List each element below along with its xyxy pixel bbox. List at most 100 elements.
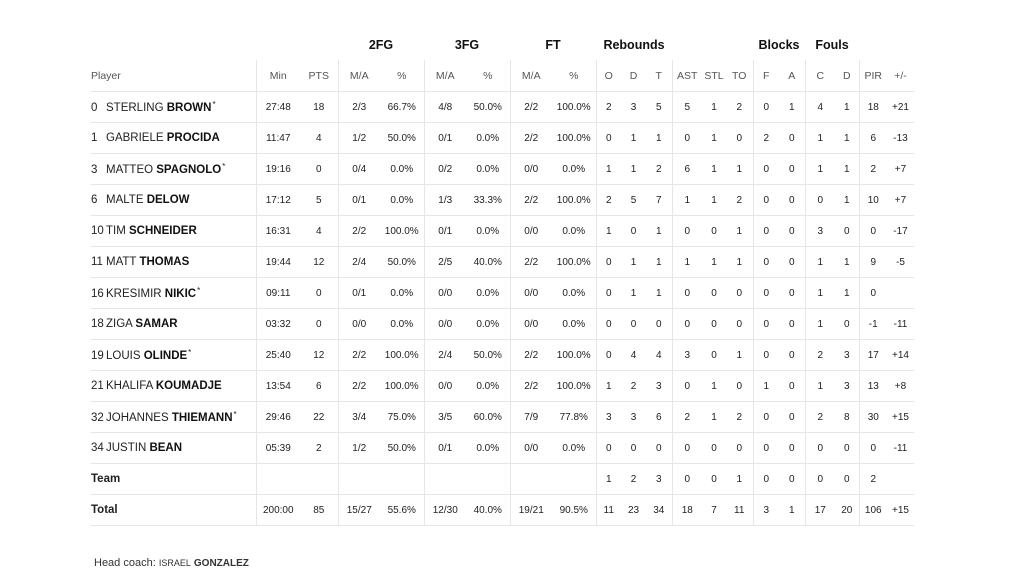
stat-reb-d: 3 — [621, 401, 646, 433]
stat-3fg-ma: 0/1 — [423, 432, 466, 464]
player-row[interactable]: 1 GABRIELE PROCIDA 11:47 4 1/2 50.0% 0/1 0.0% 2/… — [91, 122, 914, 154]
stat-reb-d: 1 — [621, 246, 646, 278]
stat-blk-f: 0 — [752, 215, 779, 247]
stat-reb-d: 0 — [621, 308, 646, 340]
stat-foul-d: 1 — [835, 122, 859, 154]
stat-pir: 9 — [858, 246, 887, 278]
stat-ft-pct: 100.0% — [552, 246, 596, 278]
stat-min: 27:48 — [255, 91, 300, 123]
stat-2fg-ma: 15/27 — [337, 494, 380, 526]
stat-ft-ma: 19/21 — [509, 494, 552, 526]
stat-blk-a: 0 — [779, 432, 805, 464]
stat-to: 0 — [726, 432, 753, 464]
column-header-row: Player Min PTS M/A% M/A% M/A% O D T AST STL TO F A C D P… — [91, 60, 914, 92]
stat-foul-d: 0 — [835, 308, 859, 340]
stat-reb-t: 0 — [646, 432, 672, 464]
stat-2fg-pct: 100.0% — [380, 215, 424, 247]
player-name[interactable]: 6 MALTE DELOW — [91, 184, 256, 216]
column-header-2fg-pct: % — [380, 60, 424, 92]
stat-reb-d: 4 — [621, 339, 646, 371]
stat-blk-a: 0 — [779, 339, 805, 371]
stat-ft-pct: 90.5% — [552, 494, 596, 526]
stat-reb-o: 0 — [595, 122, 621, 154]
stat-pts: 12 — [300, 246, 338, 278]
player-row[interactable]: 6 MALTE DELOW 17:12 5 0/1 0.0% 1/3 33.3% 2/2 100.… — [91, 184, 914, 216]
stat-ast: 5 — [671, 91, 702, 123]
stat-3fg-pct: 40.0% — [466, 246, 510, 278]
stat-to: 2 — [726, 401, 753, 433]
stat-ft-pct: 77.8% — [552, 401, 596, 433]
stat-3fg-ma: 2/4 — [423, 339, 466, 371]
player-name[interactable]: 21 KHALIFA KOUMADJE — [91, 370, 256, 402]
stat-pts: 0 — [300, 153, 338, 185]
stat-ast: 2 — [671, 401, 702, 433]
stat-to: 0 — [726, 308, 753, 340]
player-first-name: TIM — [106, 225, 126, 237]
stat-reb-d: 0 — [621, 432, 646, 464]
player-last-name: KOUMADJE — [155, 380, 222, 392]
head-coach-label: Head coach: — [94, 557, 156, 569]
player-name[interactable]: 1 GABRIELE PROCIDA — [91, 122, 256, 154]
player-first-name: GABRIELE — [106, 132, 164, 144]
stat-ast: 0 — [671, 122, 702, 154]
player-row[interactable]: 32 JOHANNES THIEMANN* 29:46 22 3/4 75.0% 3/5 60… — [91, 401, 914, 433]
stat-3fg-pct: 0.0% — [466, 308, 510, 340]
stat-pts: 6 — [300, 370, 338, 402]
stat-to: 1 — [726, 246, 753, 278]
head-coach-last-name: GONZALEZ — [193, 558, 249, 569]
stat-2fg-ma: 3/4 — [337, 401, 380, 433]
stat-ft-ma: 7/9 — [509, 401, 552, 433]
player-row[interactable]: 19 LOUIS OLINDE* 25:40 12 2/2 100.0% 2/4 50.0% 2… — [91, 339, 914, 371]
player-row[interactable]: 18 ZIGA SAMAR 03:32 0 0/0 0.0% 0/0 0.0% 0/0 0.0% 0… — [91, 308, 914, 340]
player-name[interactable]: 34 JUSTIN BEAN — [91, 432, 256, 464]
stat-reb-o: 3 — [595, 401, 621, 433]
player-name[interactable]: 10 TIM SCHNEIDER — [91, 215, 256, 247]
stat-to: 0 — [726, 277, 753, 309]
stat-blk-a: 0 — [779, 246, 805, 278]
player-row[interactable]: 21 KHALIFA KOUMADJE 13:54 6 2/2 100.0% 0/0 0.0%… — [91, 370, 914, 402]
stat-reb-t: 3 — [646, 370, 672, 402]
stat-3fg-pct — [466, 463, 510, 495]
stat-pir: 0 — [858, 277, 887, 309]
player-name[interactable]: 32 JOHANNES THIEMANN* — [91, 401, 256, 433]
stat-ft-ma: 0/0 — [509, 215, 552, 247]
stat-ast: 1 — [671, 246, 702, 278]
stat-pir: 6 — [858, 122, 887, 154]
player-name[interactable]: 0 STERLING BROWN* — [91, 91, 256, 123]
player-row[interactable]: 11 MATT THOMAS 19:44 12 2/4 50.0% 2/5 40.0% 2/2 1… — [91, 246, 914, 278]
stat-reb-t: 7 — [646, 184, 672, 216]
stat-reb-d: 5 — [621, 184, 646, 216]
stat-3fg-ma: 3/5 — [423, 401, 466, 433]
player-name[interactable]: 18 ZIGA SAMAR — [91, 308, 256, 340]
stat-plus-minus: -11 — [887, 308, 914, 340]
stat-2fg-ma: 0/1 — [337, 277, 380, 309]
stat-blk-f: 0 — [752, 277, 779, 309]
player-name[interactable]: 16 KRESIMIR NIKIC* — [91, 277, 256, 309]
stat-blk-a: 0 — [779, 215, 805, 247]
stat-ft-pct: 0.0% — [552, 432, 596, 464]
stat-blk-f: 0 — [752, 339, 779, 371]
player-row[interactable]: 0 STERLING BROWN* 27:48 18 2/3 66.7% 4/8 50.0% 2… — [91, 91, 914, 123]
head-coach: Head coach: ISRAEL GONZALEZ — [94, 557, 249, 569]
player-name[interactable]: 11 MATT THOMAS — [91, 246, 256, 278]
stat-min: 29:46 — [255, 401, 300, 433]
player-first-name: MALTE — [106, 194, 144, 206]
player-name[interactable]: 3 MATTEO SPAGNOLO* — [91, 153, 256, 185]
stat-min: 11:47 — [255, 122, 300, 154]
player-row[interactable]: 3 MATTEO SPAGNOLO* 19:16 0 0/4 0.0% 0/2 0.0% 0/0… — [91, 153, 914, 185]
player-rows: 0 STERLING BROWN* 27:48 18 2/3 66.7% 4/8 50.0% 2… — [91, 91, 914, 526]
total-row: Total 200:00 85 15/27 55.6% 12/30 40.0% 19/21 90… — [91, 494, 914, 526]
player-row[interactable]: 34 JUSTIN BEAN 05:39 2 1/2 50.0% 0/1 0.0% 0/0 0.0… — [91, 432, 914, 464]
stat-foul-c: 2 — [804, 401, 835, 433]
stat-ft-pct — [552, 463, 596, 495]
stat-reb-o: 2 — [595, 184, 621, 216]
player-row[interactable]: 10 TIM SCHNEIDER 16:31 4 2/2 100.0% 0/1 0.0% 0/0… — [91, 215, 914, 247]
stat-reb-d: 2 — [621, 463, 646, 495]
player-last-name: BEAN — [149, 442, 183, 454]
stat-plus-minus — [887, 277, 914, 309]
column-header-reb-t: T — [646, 60, 672, 92]
player-row[interactable]: 16 KRESIMIR NIKIC* 09:11 0 0/1 0.0% 0/0 0.0% 0/0… — [91, 277, 914, 309]
stat-3fg-ma — [423, 463, 466, 495]
stat-blk-a: 0 — [779, 184, 805, 216]
player-name[interactable]: 19 LOUIS OLINDE* — [91, 339, 256, 371]
